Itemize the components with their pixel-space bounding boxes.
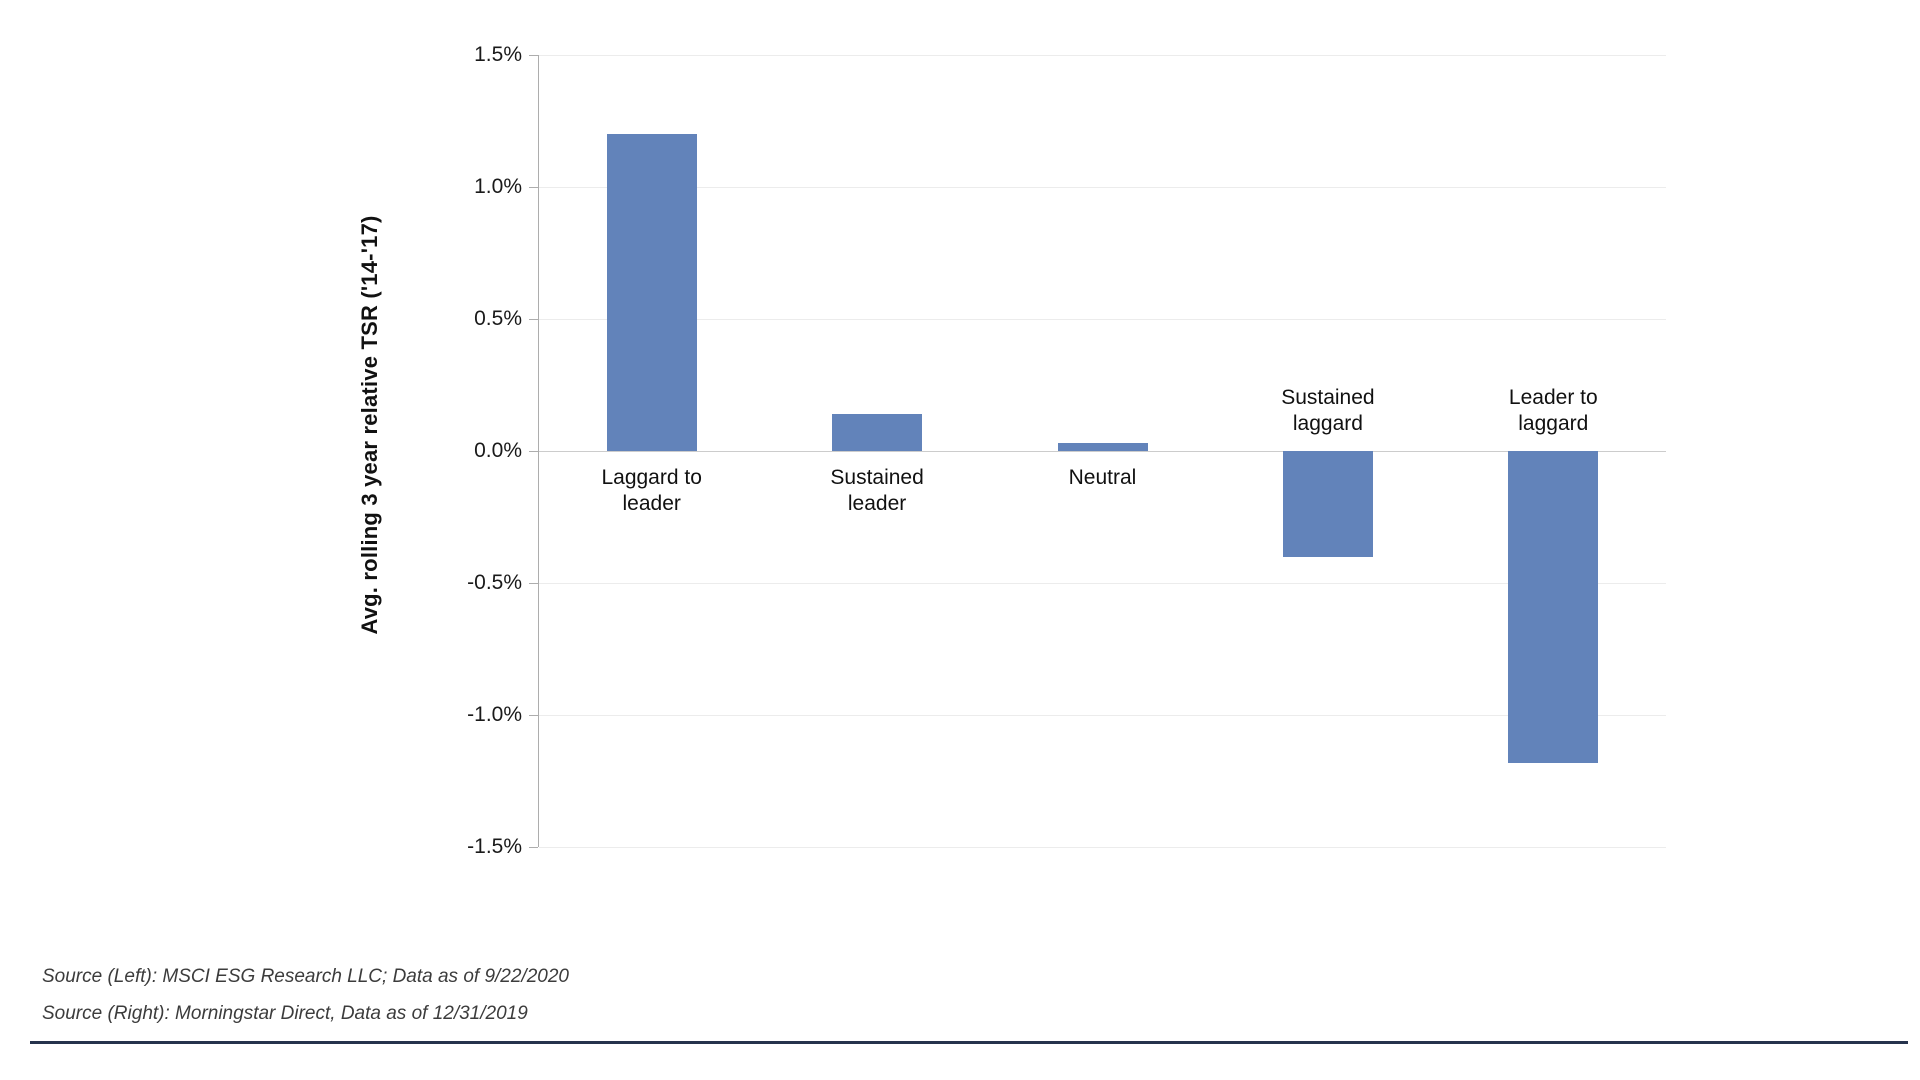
bar — [1057, 443, 1148, 451]
gridline — [539, 715, 1666, 716]
y-tick-mark — [529, 847, 538, 848]
source-right: Source (Right): Morningstar Direct, Data… — [42, 1003, 528, 1024]
category-label: Sustained leader — [830, 466, 924, 515]
gridline — [539, 187, 1666, 188]
y-tick-mark — [529, 451, 538, 452]
gridline — [539, 847, 1666, 848]
y-tick-mark — [529, 55, 538, 56]
y-tick-label: 0.0% — [474, 439, 522, 462]
zero-axis-line — [539, 451, 1666, 452]
bottom-rule — [30, 1041, 1908, 1044]
category-label: Leader to laggard — [1508, 386, 1598, 435]
y-tick-label: -0.5% — [467, 571, 522, 594]
category-label: Neutral — [1068, 466, 1137, 489]
y-axis-label: Avg. rolling 3 year relative TSR ('14-'1… — [357, 215, 382, 635]
category-label: Laggard to leader — [601, 466, 702, 515]
gridline — [539, 55, 1666, 56]
source-left: Source (Left): MSCI ESG Research LLC; Da… — [42, 966, 569, 987]
y-tick-label: 0.5% — [474, 307, 522, 330]
y-tick-mark — [529, 319, 538, 320]
y-tick-mark — [529, 583, 538, 584]
bar — [606, 134, 697, 451]
y-tick-label: 1.5% — [474, 43, 522, 66]
gridline — [539, 583, 1666, 584]
y-tick-label: -1.0% — [467, 703, 522, 726]
gridline — [539, 319, 1666, 320]
source-notes: Source (Left): MSCI ESG Research LLC; Da… — [42, 958, 569, 1032]
y-tick-mark — [529, 187, 538, 188]
y-tick-label: -1.5% — [467, 835, 522, 858]
y-tick-mark — [529, 715, 538, 716]
bar — [1508, 451, 1599, 763]
plot-area: Laggard to leader Sustained leader Neutral… — [538, 55, 1666, 848]
bar — [1282, 451, 1373, 557]
category-label: Sustained laggard — [1281, 386, 1375, 435]
bar — [832, 414, 923, 451]
y-tick-label: 1.0% — [474, 175, 522, 198]
